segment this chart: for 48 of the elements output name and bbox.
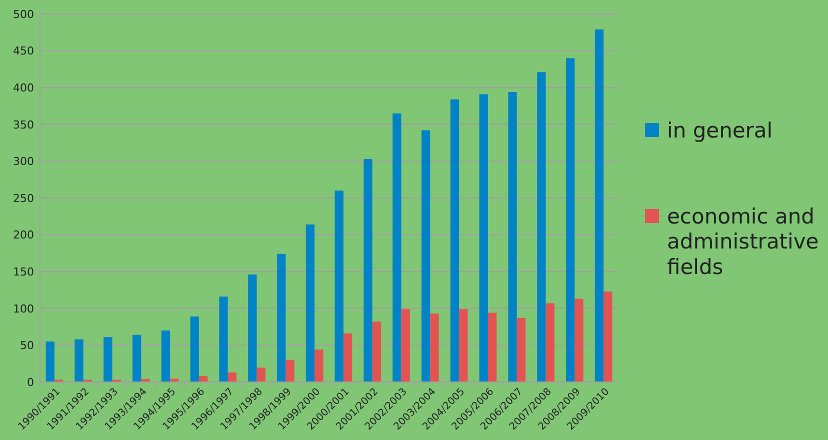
bar [604,291,612,382]
bar [479,94,488,382]
bar [132,334,142,382]
bar [430,314,439,382]
bar [421,130,430,382]
bar [248,274,257,382]
y-tick-label: 150 [13,265,34,278]
y-tick-label: 350 [13,118,34,132]
y-tick-label: 450 [13,44,34,58]
bar [46,342,54,382]
bar [364,158,372,382]
bar [198,376,208,382]
bar [459,309,468,382]
bar [228,372,237,382]
y-tick-label: 300 [13,155,34,168]
bar [546,303,554,382]
bar [488,312,497,382]
legend-label: economic and administrative fields [667,204,819,279]
bar [104,337,112,382]
bar [537,72,546,382]
bar [74,339,84,382]
bar [219,296,228,382]
bar [334,190,344,382]
y-tick-label: 400 [13,81,34,94]
bar [314,350,324,382]
bar [276,254,286,382]
bar [401,309,410,382]
bar [594,29,604,382]
bar [508,92,517,382]
bar [450,99,460,382]
bar [343,333,352,382]
y-tick-label: 50 [20,339,34,352]
y-tick-label: 0 [27,376,34,389]
bar [516,318,526,382]
bar [372,322,382,382]
y-tick-label: 250 [13,192,34,205]
y-tick-label: 500 [13,8,34,21]
y-tick-label: 100 [13,302,34,316]
bar [286,360,294,382]
y-tick-label: 200 [13,228,34,242]
bar [306,224,315,382]
bar [392,113,402,382]
bar [161,330,170,382]
bar [256,368,266,382]
legend-label: in general [667,118,773,142]
bar [574,298,584,382]
bar [190,316,199,382]
bar [566,58,575,382]
